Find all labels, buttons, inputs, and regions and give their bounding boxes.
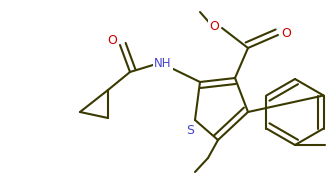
Text: O: O xyxy=(281,26,291,39)
Text: O: O xyxy=(209,19,219,33)
Text: S: S xyxy=(186,123,194,136)
Text: NH: NH xyxy=(154,57,172,69)
Text: O: O xyxy=(107,33,117,46)
